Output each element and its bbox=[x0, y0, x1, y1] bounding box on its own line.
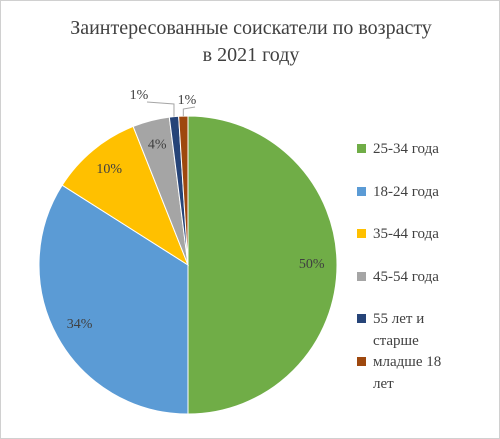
legend-item: 25-34 года bbox=[357, 138, 467, 160]
legend-label: 55 лет и старше bbox=[373, 311, 425, 350]
data-label: 10% bbox=[96, 162, 122, 177]
chart-title: Заинтересованные соискатели по возрасту … bbox=[70, 17, 432, 66]
legend-swatch bbox=[357, 144, 366, 153]
legend-label: 18-24 года bbox=[373, 183, 439, 200]
legend-item: 35-44 года bbox=[357, 223, 467, 245]
pie-slice bbox=[38, 184, 189, 415]
data-label: 1% bbox=[130, 88, 149, 103]
legend-label: 45-54 года bbox=[373, 268, 439, 285]
legend-item: 55 лет и старше bbox=[357, 308, 467, 352]
data-label: 1% bbox=[178, 93, 197, 108]
data-label: 50% bbox=[299, 257, 325, 272]
leader-line bbox=[182, 106, 196, 117]
legend-swatch bbox=[357, 314, 366, 324]
data-label: 34% bbox=[67, 317, 93, 332]
legend-swatch bbox=[357, 357, 366, 366]
legend-swatch bbox=[357, 186, 366, 196]
data-label: 4% bbox=[148, 137, 167, 152]
legend-swatch bbox=[357, 271, 366, 281]
legend-item: 45-54 года bbox=[357, 266, 467, 288]
legend-item: 18-24 года bbox=[357, 181, 467, 203]
legend-label: 35-44 года bbox=[373, 226, 439, 243]
pie-slice bbox=[61, 125, 190, 267]
legend-swatch bbox=[357, 229, 366, 239]
legend-label: 25-34 года bbox=[373, 141, 439, 157]
pie-slice bbox=[187, 115, 338, 415]
legend-label: младше 18 лет bbox=[373, 354, 442, 392]
legend-item: младше 18 лет bbox=[357, 351, 467, 395]
leader-line bbox=[146, 101, 175, 117]
